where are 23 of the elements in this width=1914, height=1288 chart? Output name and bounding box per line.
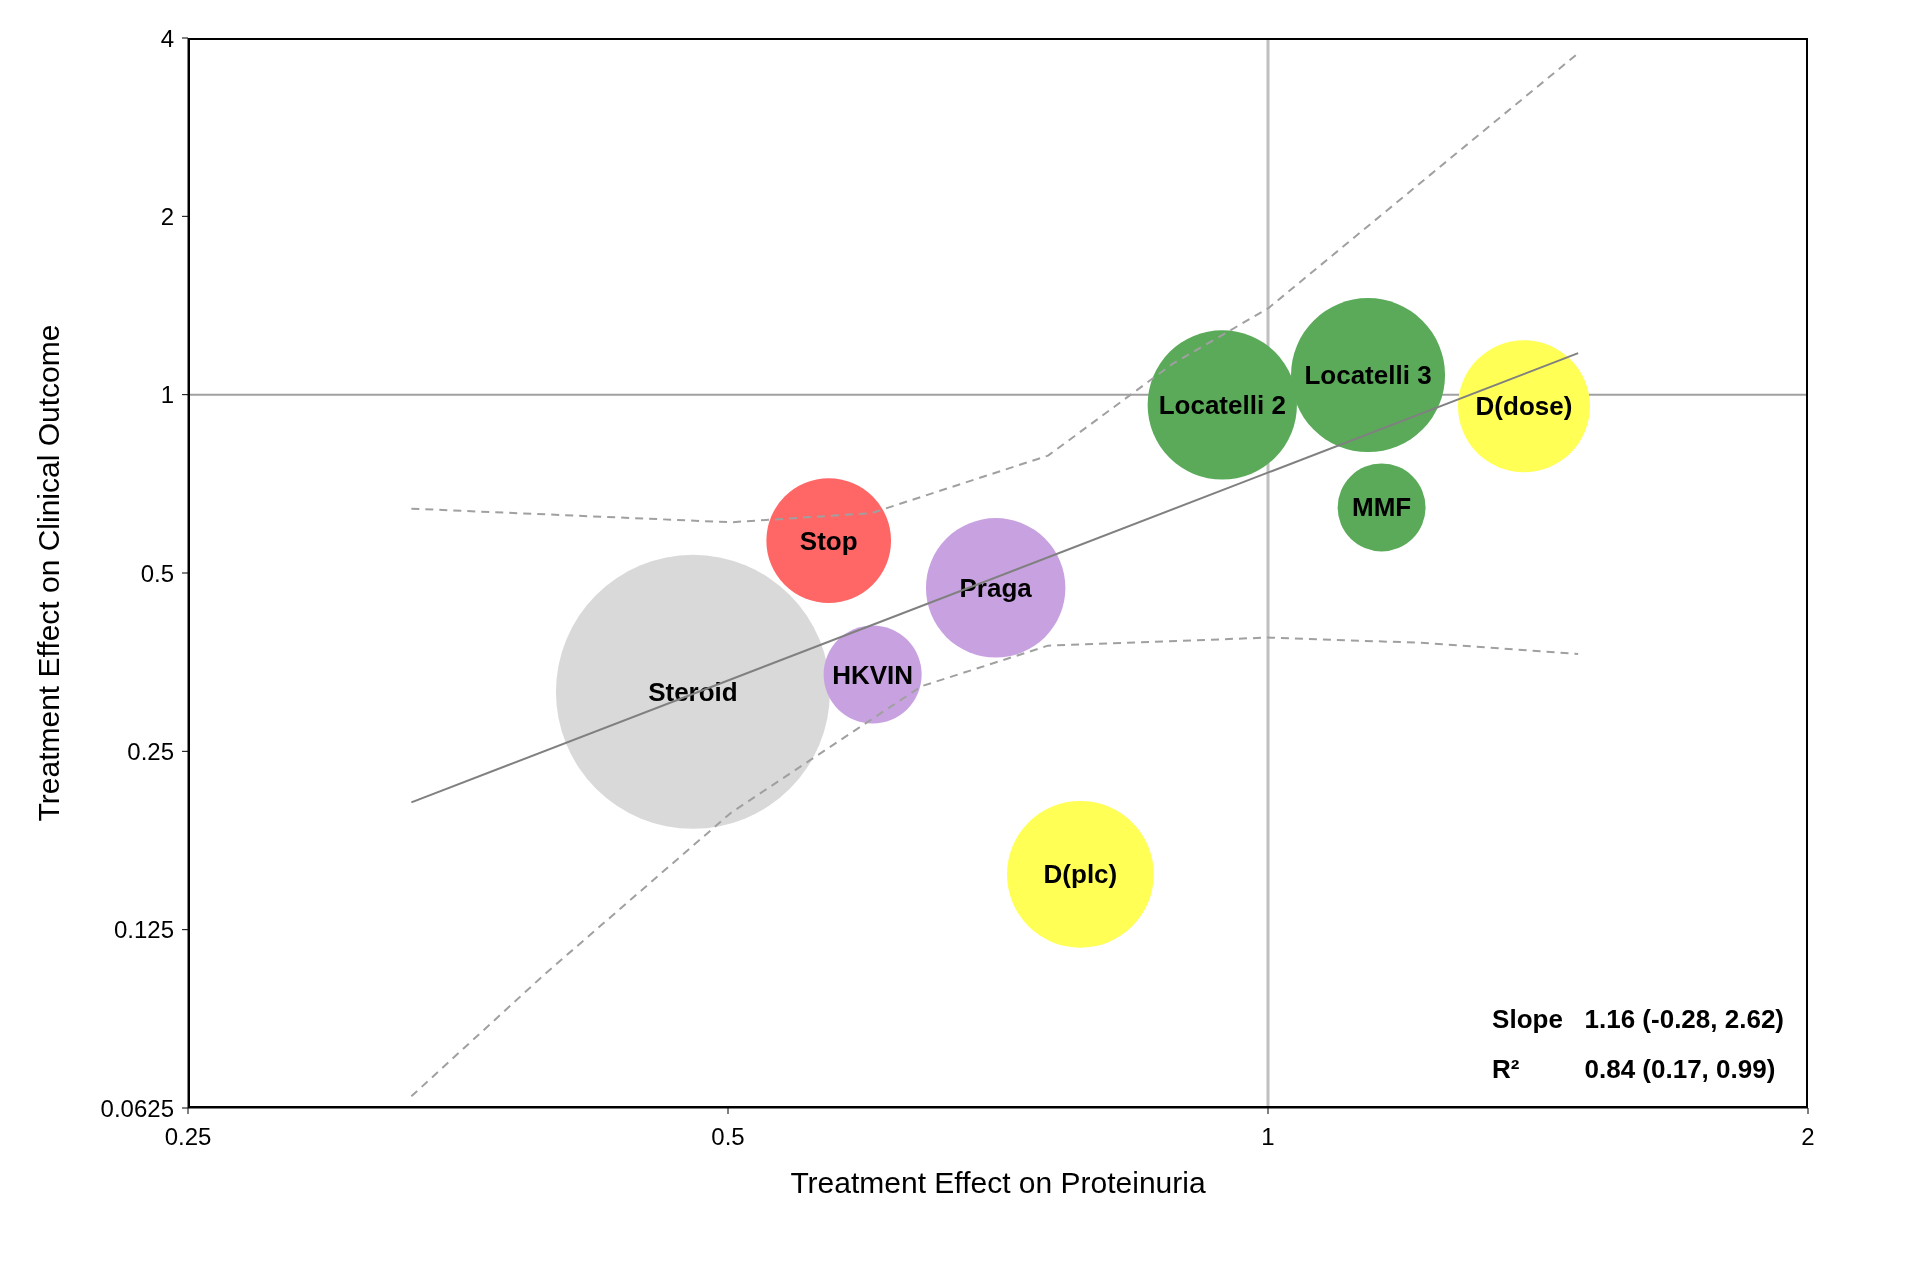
y-tick-label: 0.25 [127,737,174,765]
series-label: D(plc) [1043,859,1118,890]
x-tick-label: 1 [1261,1123,1275,1151]
x-axis-title: Treatment Effect on Proteinuria [790,1166,1206,1199]
y-tick-label: 0.125 [113,916,174,944]
y-tick-label: 2 [160,202,174,230]
series-label: Locatelli 3 [1304,360,1432,391]
annotation: R² 0.84 (0.17, 0.99) [1492,1053,1777,1086]
y-axis-title: Treatment Effect on Clinical Outcome [31,324,65,822]
series-label: Praga [959,572,1033,603]
series-label: HKVIN [832,659,914,690]
series-label: MMF [1352,492,1412,523]
y-tick-label: 0.5 [140,559,174,587]
series-label: Locatelli 2 [1158,389,1286,420]
y-tick-label: 4 [160,24,174,52]
x-tick-label: 0.5 [711,1123,745,1151]
y-tick-label: 1 [160,381,174,409]
x-tick-label: 2 [1801,1123,1815,1151]
series-label: Stop [799,525,858,556]
series-label: Steroid [648,676,738,707]
y-tick-label: 0.0625 [100,1094,174,1122]
series-label: D(dose) [1475,391,1573,422]
annotation: Slope 1.16 (-0.28, 2.62) [1492,1003,1784,1036]
